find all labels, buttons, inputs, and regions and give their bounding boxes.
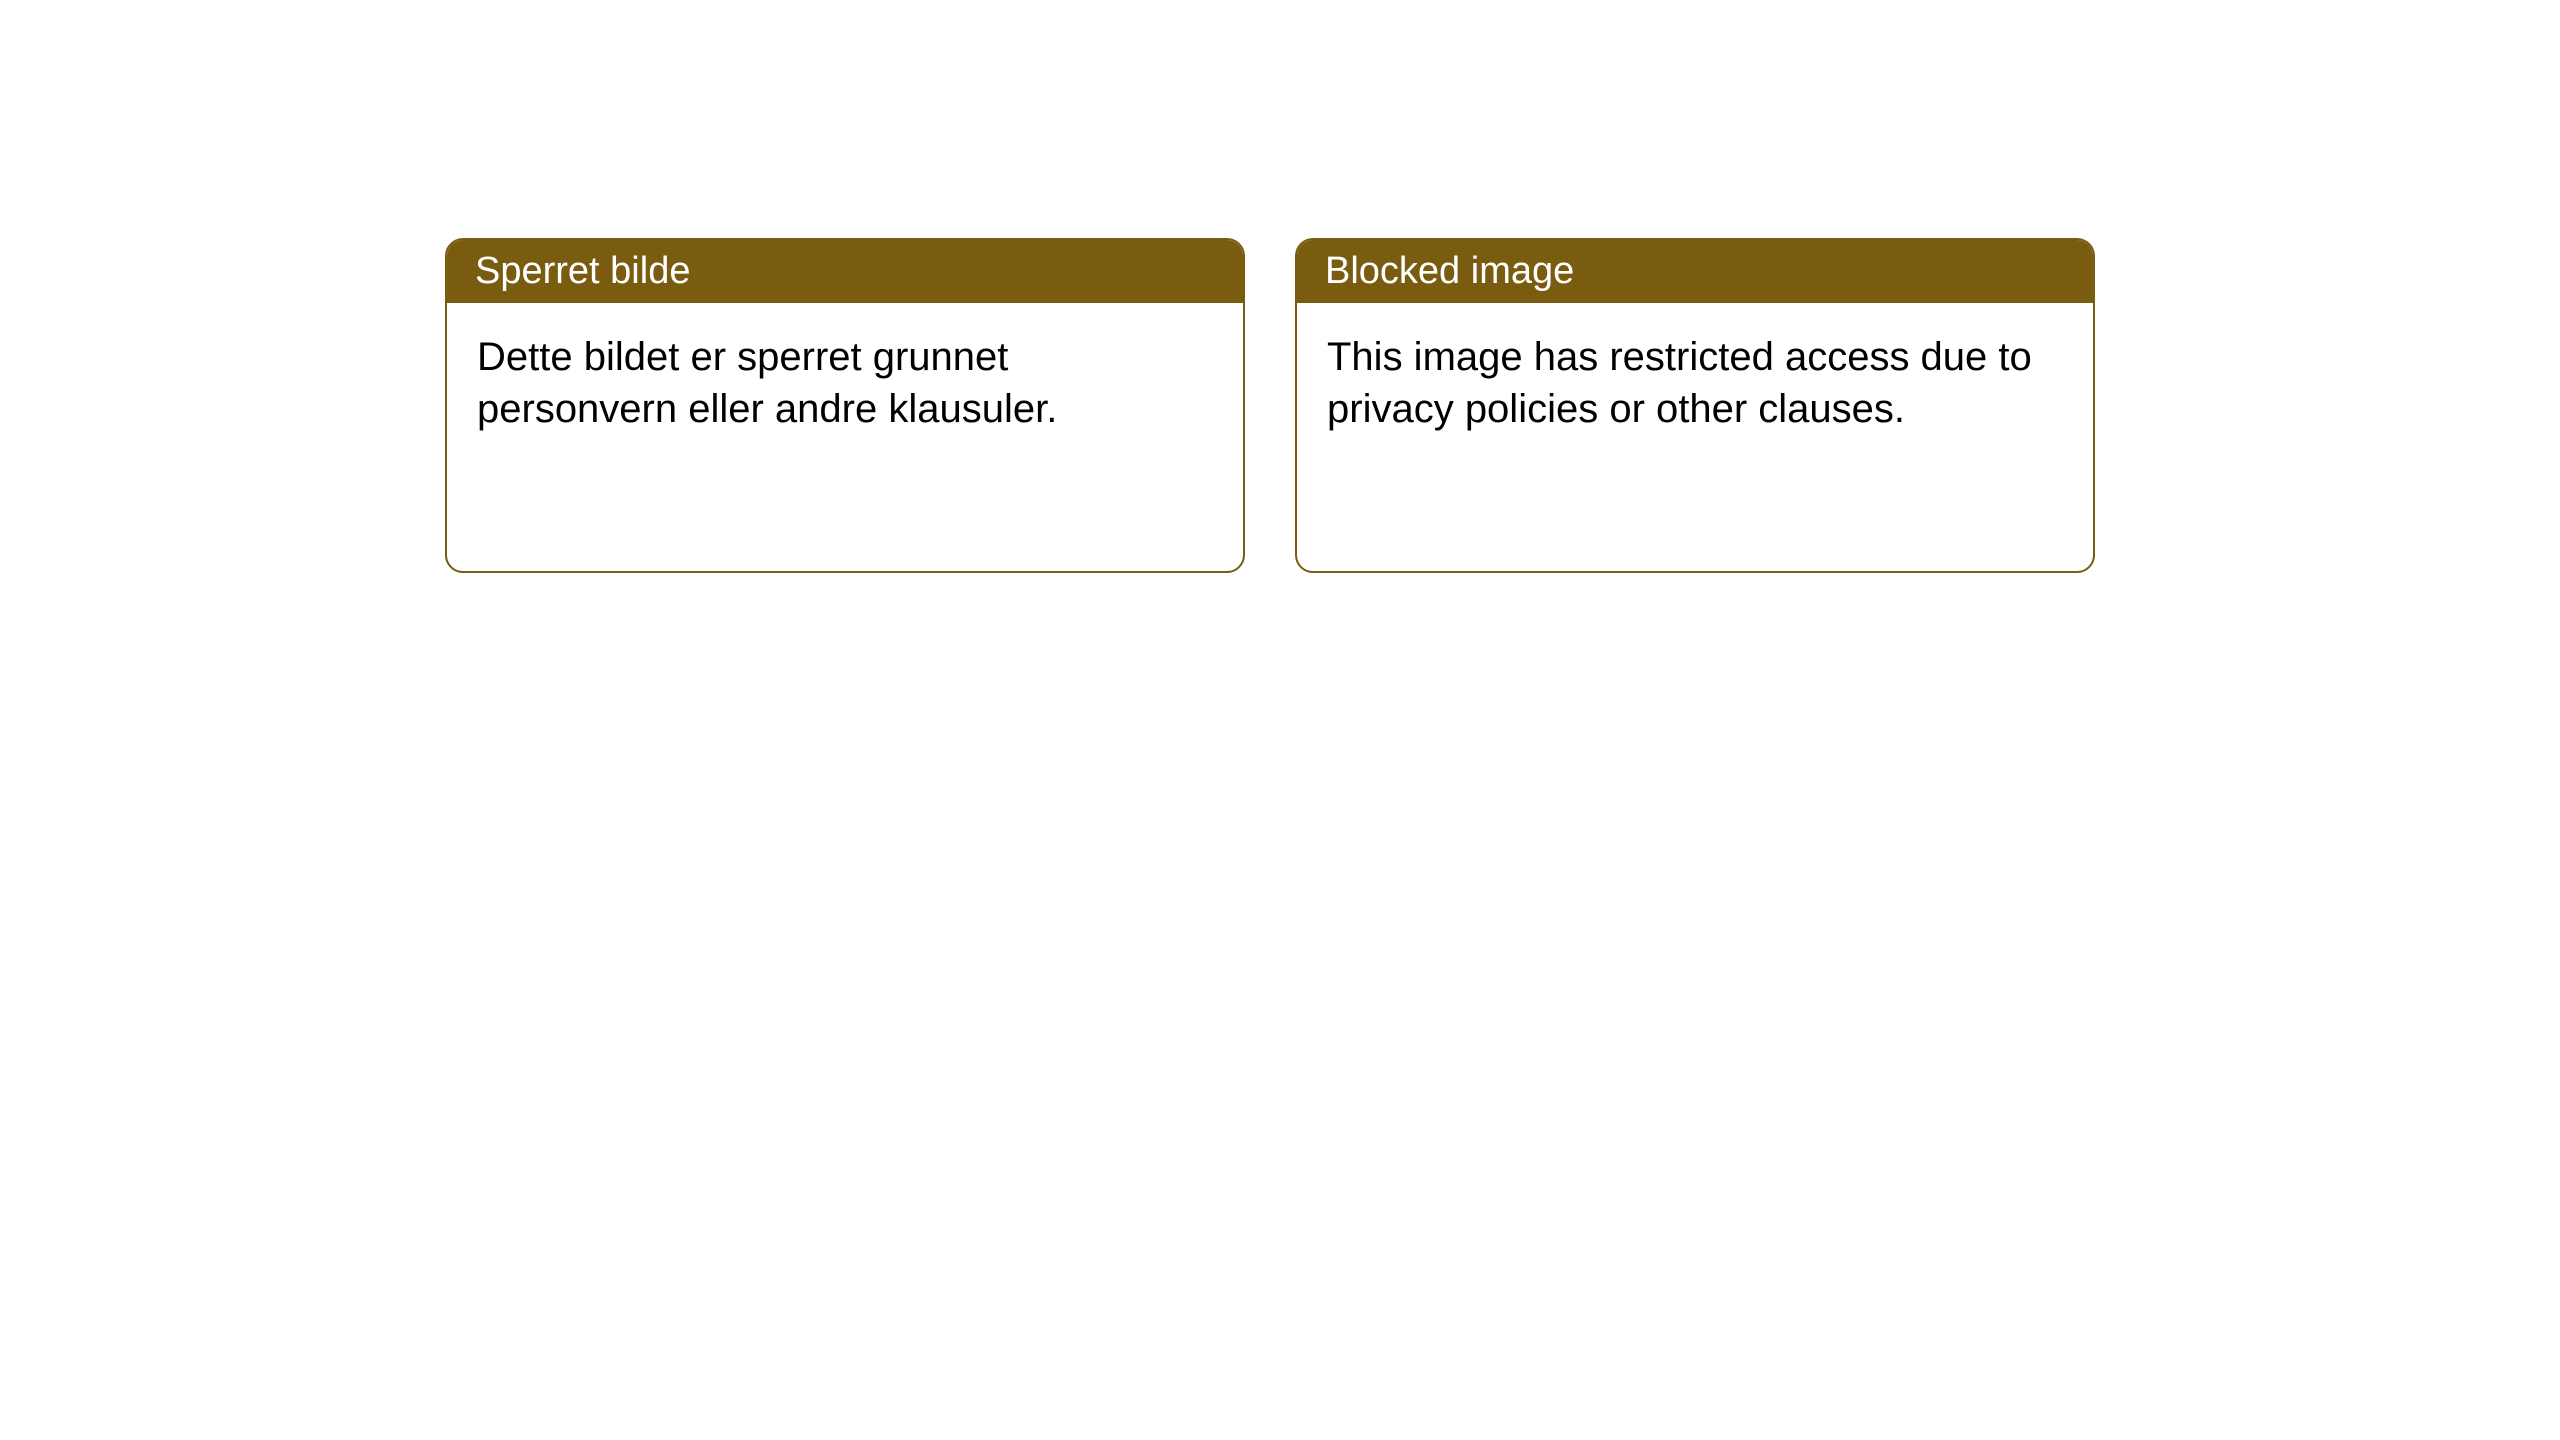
notice-box-norwegian: Sperret bilde Dette bildet er sperret gr…	[445, 238, 1245, 573]
notice-body-text: This image has restricted access due to …	[1327, 335, 2032, 431]
notice-header: Blocked image	[1297, 240, 2093, 303]
notice-body: Dette bildet er sperret grunnet personve…	[447, 303, 1243, 463]
notice-body-text: Dette bildet er sperret grunnet personve…	[477, 335, 1057, 431]
notice-title: Blocked image	[1325, 250, 1574, 292]
notice-container: Sperret bilde Dette bildet er sperret gr…	[0, 0, 2560, 573]
notice-header: Sperret bilde	[447, 240, 1243, 303]
notice-box-english: Blocked image This image has restricted …	[1295, 238, 2095, 573]
notice-title: Sperret bilde	[475, 250, 690, 292]
notice-body: This image has restricted access due to …	[1297, 303, 2093, 463]
